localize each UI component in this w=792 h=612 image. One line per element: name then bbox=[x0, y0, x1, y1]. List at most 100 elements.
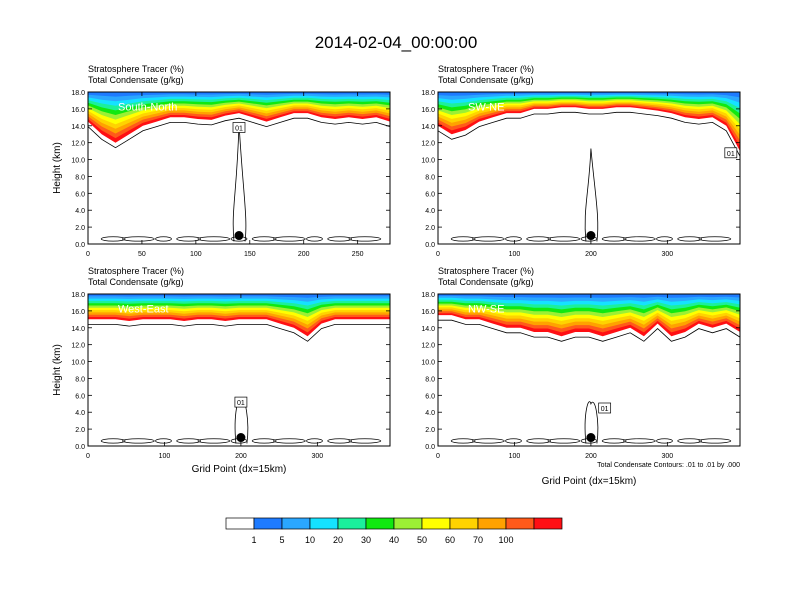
y-tick-label: 14.0 bbox=[71, 124, 85, 131]
panel-2: SW-NE 01 Stratosphere Tracer (%)Total Cond… bbox=[421, 64, 741, 258]
condensate-contour bbox=[584, 148, 599, 242]
panel-1: South-North 01 Stratosphere Tracer (%)Tota… bbox=[52, 64, 391, 258]
contour-label: 01 bbox=[727, 151, 735, 158]
tracer-band bbox=[438, 92, 740, 103]
y-tick-label: 8.0 bbox=[75, 376, 85, 383]
subtitle-tracer: Stratosphere Tracer (%) bbox=[438, 64, 534, 74]
subtitle-tracer: Stratosphere Tracer (%) bbox=[88, 64, 184, 74]
condensate-contour bbox=[197, 438, 231, 444]
condensate-contour bbox=[251, 438, 277, 444]
colorbar-swatch bbox=[533, 517, 563, 530]
subtitle-condensate: Total Condensate (g/kg) bbox=[88, 75, 184, 85]
y-tick-label: 14.0 bbox=[421, 124, 435, 131]
y-tick-label: 14.0 bbox=[71, 326, 85, 333]
location-marker bbox=[236, 433, 246, 443]
condensate-contour bbox=[622, 438, 656, 444]
colorbar-swatch bbox=[393, 517, 423, 530]
x-tick-label: 150 bbox=[244, 251, 256, 258]
location-marker bbox=[586, 231, 596, 241]
condensate-contour bbox=[677, 438, 703, 444]
contour-footnote: Total Condensate Contours: .01 to .01 by… bbox=[597, 462, 740, 469]
y-tick-label: 12.0 bbox=[421, 343, 435, 350]
plot-area bbox=[438, 92, 740, 242]
y-tick-label: 12.0 bbox=[71, 141, 85, 148]
condensate-contour bbox=[155, 236, 172, 242]
section-label: SW-NE bbox=[468, 102, 504, 114]
condensate-contour bbox=[88, 117, 390, 149]
condensate-contour bbox=[121, 236, 155, 242]
y-tick-label: 4.0 bbox=[425, 208, 435, 215]
condensate-contour bbox=[348, 236, 382, 242]
y-tick-label: 18.0 bbox=[421, 90, 435, 97]
y-tick-label: 16.0 bbox=[421, 107, 435, 114]
y-tick-label: 8.0 bbox=[425, 376, 435, 383]
x-tick-label: 100 bbox=[509, 251, 521, 258]
section-label: NW-SE bbox=[468, 304, 504, 316]
colorbar-label: 60 bbox=[445, 535, 455, 545]
x-tick-label: 0 bbox=[436, 251, 440, 258]
condensate-contour bbox=[450, 236, 476, 242]
condensate-contour bbox=[121, 438, 155, 444]
contour-label-box bbox=[234, 396, 248, 408]
location-marker bbox=[586, 433, 596, 443]
plot-frame bbox=[87, 91, 391, 245]
y-tick-label: 0.0 bbox=[425, 242, 435, 249]
x-tick-label: 200 bbox=[585, 251, 597, 258]
y-axis-label: Height (km) bbox=[52, 142, 63, 194]
colorbar-swatch bbox=[477, 517, 507, 530]
condensate-contour bbox=[677, 236, 703, 242]
y-tick-label: 10.0 bbox=[71, 158, 85, 165]
colorbar-label: 1 bbox=[251, 535, 256, 545]
y-tick-label: 10.0 bbox=[71, 360, 85, 367]
plot-area bbox=[88, 92, 390, 242]
plot-frame bbox=[437, 293, 741, 447]
tracer-band bbox=[88, 92, 390, 97]
condensate-contour bbox=[100, 236, 126, 242]
tracer-band bbox=[438, 294, 740, 298]
y-tick-label: 6.0 bbox=[75, 191, 85, 198]
condensate-contour bbox=[656, 236, 673, 242]
x-tick-label: 200 bbox=[235, 453, 247, 460]
section-label: West-East bbox=[118, 304, 169, 316]
condensate-contour bbox=[450, 438, 476, 444]
y-tick-label: 0.0 bbox=[75, 444, 85, 451]
condensate-contour bbox=[155, 438, 172, 444]
y-tick-label: 18.0 bbox=[421, 292, 435, 299]
y-tick-label: 16.0 bbox=[71, 309, 85, 316]
condensate-contour bbox=[505, 438, 522, 444]
condensate-contour bbox=[584, 401, 599, 444]
colorbar-swatch bbox=[337, 517, 367, 530]
condensate-contour bbox=[471, 438, 505, 444]
tracer-band bbox=[88, 294, 390, 298]
y-tick-label: 0.0 bbox=[75, 242, 85, 249]
x-tick-label: 0 bbox=[86, 251, 90, 258]
tracer-band bbox=[438, 92, 740, 98]
contour-label: 01 bbox=[601, 406, 609, 413]
y-tick-label: 14.0 bbox=[421, 326, 435, 333]
condensate-contour bbox=[327, 236, 353, 242]
y-tick-label: 18.0 bbox=[71, 90, 85, 97]
condensate-contour bbox=[100, 438, 126, 444]
x-tick-label: 300 bbox=[312, 453, 324, 460]
colorbar-label: 20 bbox=[333, 535, 343, 545]
x-tick-label: 250 bbox=[352, 251, 364, 258]
condensate-contour bbox=[438, 111, 740, 157]
x-tick-label: 100 bbox=[159, 453, 171, 460]
colorbar-label: 30 bbox=[361, 535, 371, 545]
x-axis-label: Grid Point (dx=15km) bbox=[192, 464, 287, 475]
colorbar-swatch bbox=[281, 517, 311, 530]
y-tick-label: 10.0 bbox=[421, 360, 435, 367]
subtitle-condensate: Total Condensate (g/kg) bbox=[88, 277, 184, 287]
condensate-contour bbox=[176, 236, 202, 242]
y-tick-label: 12.0 bbox=[71, 343, 85, 350]
condensate-contour bbox=[232, 123, 247, 242]
y-tick-label: 8.0 bbox=[425, 174, 435, 181]
condensate-contour bbox=[547, 236, 581, 242]
y-tick-label: 8.0 bbox=[75, 174, 85, 181]
condensate-contour bbox=[176, 438, 202, 444]
y-tick-label: 6.0 bbox=[425, 191, 435, 198]
colorbar-swatch bbox=[253, 517, 283, 530]
y-tick-label: 16.0 bbox=[71, 107, 85, 114]
y-tick-label: 16.0 bbox=[421, 309, 435, 316]
